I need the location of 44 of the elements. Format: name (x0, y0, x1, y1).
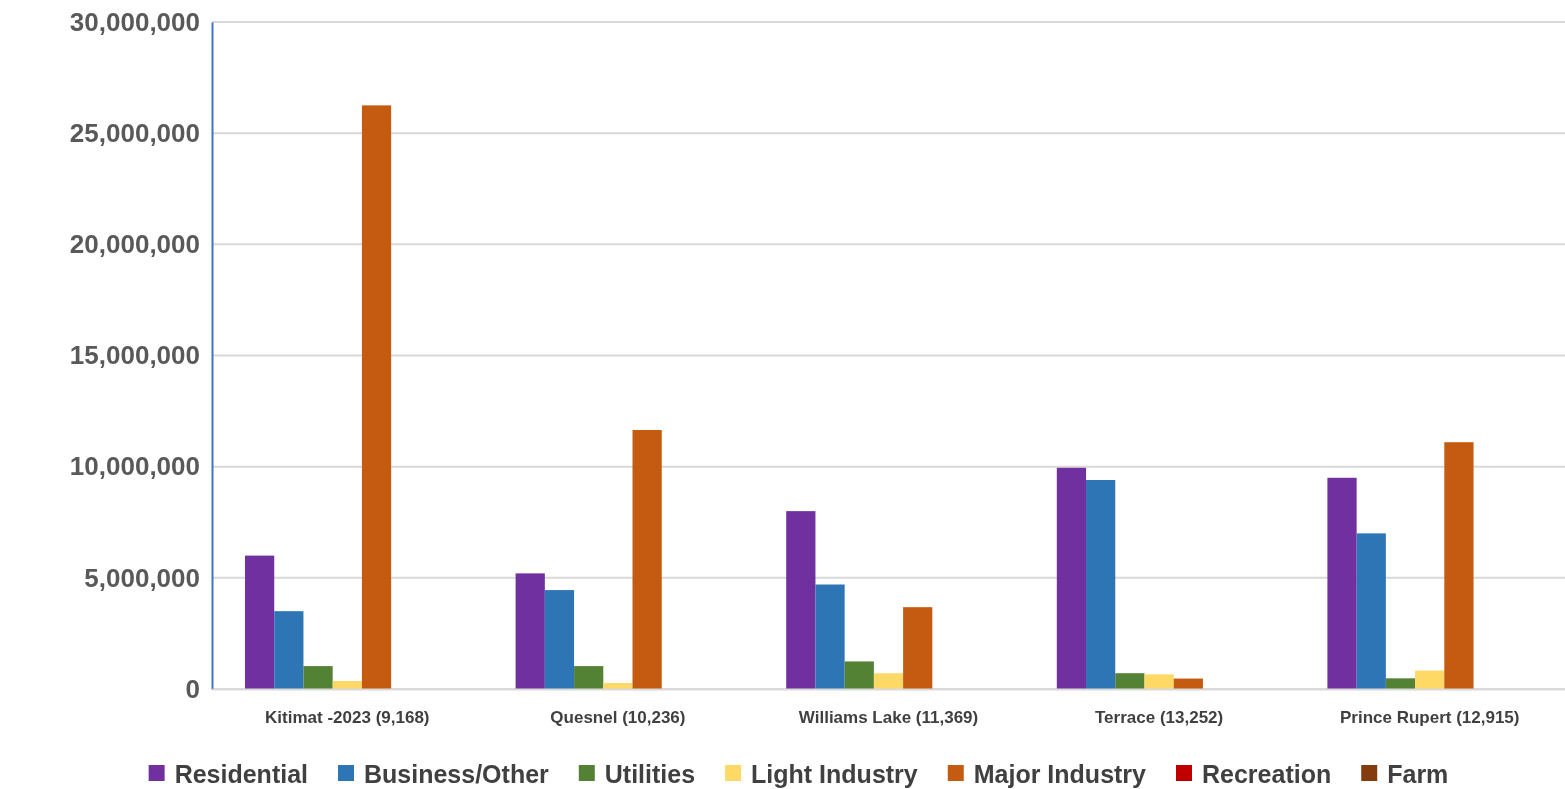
bar (603, 683, 633, 689)
x-tick-label: Quesnel (10,236) (550, 708, 686, 728)
bar (1356, 533, 1386, 689)
y-tick-label: 10,000,000 (69, 451, 200, 482)
bar (515, 573, 545, 689)
y-tick-label: 25,000,000 (69, 117, 200, 148)
legend-label: Farm (1387, 759, 1449, 788)
y-tick-label: 15,000,000 (69, 340, 200, 371)
legend-label: Light Industry (751, 759, 918, 788)
bar (873, 673, 904, 689)
bar (1327, 477, 1357, 689)
legend-label: Business/Other (364, 759, 550, 788)
bar (786, 511, 816, 689)
bar (903, 607, 933, 689)
x-tick-label: Williams Lake (11,369) (798, 708, 979, 728)
x-tick-label: Terrace (13,252) (1094, 708, 1224, 728)
bar (632, 429, 662, 689)
legend-label: Residential (174, 759, 309, 788)
x-tick-label: Prince Rupert (12,915) (1339, 708, 1520, 728)
bar (1056, 467, 1087, 689)
y-tick-label: 0 (185, 673, 200, 704)
y-tick-label: 30,000,000 (69, 6, 200, 37)
bar (274, 611, 304, 689)
y-tick-label: 20,000,000 (69, 229, 200, 260)
bar (1115, 673, 1145, 689)
bar (1144, 674, 1174, 689)
bar (815, 584, 845, 689)
bar (844, 661, 874, 689)
bar (1444, 442, 1474, 689)
y-tick-label: 5,000,000 (84, 562, 200, 593)
bar (332, 681, 362, 689)
legend-label: Utilities (604, 759, 696, 788)
bar (1385, 678, 1416, 689)
legend-label: Recreation (1202, 759, 1332, 788)
legend-label: Major Industry (973, 759, 1147, 788)
bar (574, 666, 604, 689)
bar (245, 555, 275, 689)
bar (1086, 480, 1116, 689)
bar (303, 666, 333, 689)
bar (361, 105, 392, 689)
bar (544, 590, 575, 689)
x-tick-label: Kitimat -2023 (9,168) (265, 708, 430, 728)
bar (1173, 678, 1203, 689)
bar (1415, 670, 1445, 689)
